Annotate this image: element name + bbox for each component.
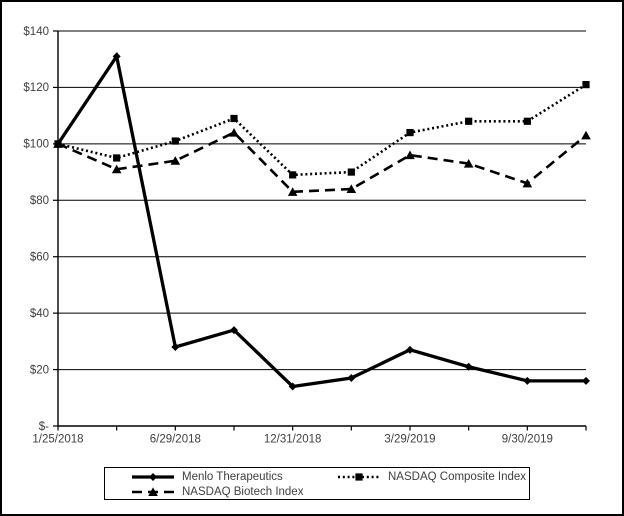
marker-triangle xyxy=(346,184,357,193)
marker-square xyxy=(347,168,355,176)
marker-triangle xyxy=(53,139,63,148)
y-axis-label: $- xyxy=(39,421,49,433)
menlo-solid-diamond-legend-icon xyxy=(132,472,174,481)
y-axis-label: $120 xyxy=(23,82,49,94)
marker-triangle xyxy=(287,187,298,196)
y-axis-label: $60 xyxy=(30,252,49,264)
marker-square xyxy=(465,117,473,125)
nasdaq-composite-dotted-square-legend-icon xyxy=(338,472,380,481)
marker-triangle xyxy=(522,178,533,188)
marker-diamond xyxy=(288,382,297,391)
marker-triangle xyxy=(405,150,415,160)
marker-square xyxy=(113,154,121,162)
nasdaq-biotech-dashed-triangle-legend-icon xyxy=(132,486,174,496)
x-axis-label: 9/30/2019 xyxy=(502,434,553,446)
series-line-dashed xyxy=(57,130,587,194)
legend-label-nasdaq-composite: NASDAQ Composite Index xyxy=(388,470,527,483)
x-axis-label: 1/25/2018 xyxy=(32,434,83,446)
marker-diamond xyxy=(112,52,121,61)
marker-diamond xyxy=(464,362,473,371)
marker-triangle xyxy=(111,164,122,174)
legend-item-menlo-therapeutics: Menlo Therapeutics xyxy=(131,469,337,484)
series-line-solid xyxy=(56,52,586,389)
y-axis-label: $20 xyxy=(30,364,49,376)
x-axis-label: 6/29/2018 xyxy=(150,434,201,446)
legend-label-nasdaq-biotech: NASDAQ Biotech Index xyxy=(182,485,304,498)
marker-square xyxy=(171,137,179,145)
x-axis-label: 3/29/2019 xyxy=(384,434,435,446)
marker-square xyxy=(582,81,590,89)
marker-square xyxy=(523,117,531,125)
legend-item-nasdaq-biotech: NASDAQ Biotech Index xyxy=(131,484,337,499)
chart-legend: Menlo Therapeutics NASDAQ Composite Inde… xyxy=(104,467,530,500)
marker-diamond xyxy=(171,343,180,351)
y-axis-label: $80 xyxy=(30,195,49,207)
marker-diamond xyxy=(523,376,532,385)
marker-square xyxy=(406,128,414,137)
marker-diamond xyxy=(230,326,238,335)
legend-label-menlo-therapeutics: Menlo Therapeutics xyxy=(182,470,283,483)
marker-triangle xyxy=(581,130,591,140)
marker-diamond xyxy=(347,374,356,383)
legend-item-nasdaq-composite: NASDAQ Composite Index xyxy=(337,469,526,484)
marker-square xyxy=(230,114,238,123)
y-axis-label: $100 xyxy=(23,139,49,151)
marker-triangle xyxy=(229,127,239,137)
marker-square xyxy=(289,171,297,179)
y-axis-label: $40 xyxy=(30,308,49,320)
x-axis-label: 12/31/2018 xyxy=(264,434,322,446)
marker-diamond xyxy=(582,376,590,385)
marker-diamond xyxy=(406,345,414,354)
marker-triangle xyxy=(170,156,181,165)
marker-triangle xyxy=(463,159,474,168)
y-axis-label: $140 xyxy=(23,26,49,38)
